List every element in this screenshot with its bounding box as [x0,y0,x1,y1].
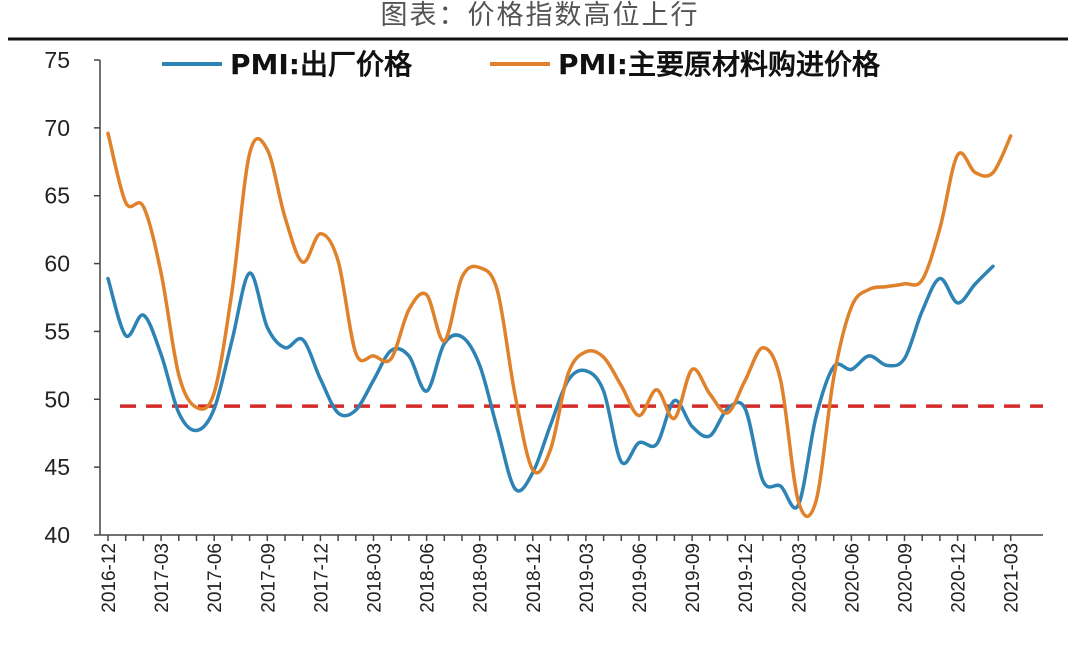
y-tick-label: 70 [44,115,70,141]
x-tick-label: 2017-06 [205,543,226,613]
x-tick-label: 2019-09 [683,543,704,613]
x-tick-label: 2019-12 [736,543,757,613]
x-tick-label: 2020-09 [896,543,917,613]
y-tick-label: 55 [44,318,70,344]
y-axis-ticks: 40 45 50 55 60 65 70 75 [44,47,100,548]
legend-label-series-1: PMI:主要原材料购进价格 [558,48,881,81]
y-tick-label: 50 [44,386,70,412]
x-axis-ticks: 2016-12 2017-03 2017-06 2017-09 2017-12 2018-… [99,535,1023,613]
axes [99,60,1043,536]
x-tick-label: 2020-06 [842,543,863,613]
y-tick-label: 75 [44,47,70,73]
x-tick-label: 2017-03 [152,543,173,613]
y-tick-label: 40 [44,522,70,548]
x-tick-label: 2017-12 [311,543,332,613]
legend-label-series-0: PMI:出厂价格 [230,48,413,81]
series-group [106,131,1013,519]
x-tick-label: 2021-03 [1002,543,1023,613]
y-tick-label: 65 [44,183,70,209]
x-tick-label: 2016-12 [99,543,120,613]
x-tick-label: 2018-03 [365,543,386,613]
x-tick-label: 2017-09 [258,543,279,613]
chart-caption: 图表：价格指数高位上行 [381,0,700,31]
y-tick-label: 60 [44,251,70,277]
x-tick-label: 2018-12 [524,543,545,613]
series-line-0 [106,264,995,510]
x-tick-label: 2018-09 [471,543,492,613]
x-tick-label: 2018-06 [418,543,439,613]
series-line-1 [106,131,1013,519]
y-tick-label: 45 [44,454,70,480]
x-tick-label: 2019-06 [630,543,651,613]
x-tick-label: 2020-12 [949,543,970,613]
legend: PMI:出厂价格 PMI:主要原材料购进价格 [162,48,881,81]
x-tick-label: 2020-03 [789,543,810,613]
x-tick-label: 2019-03 [577,543,598,613]
